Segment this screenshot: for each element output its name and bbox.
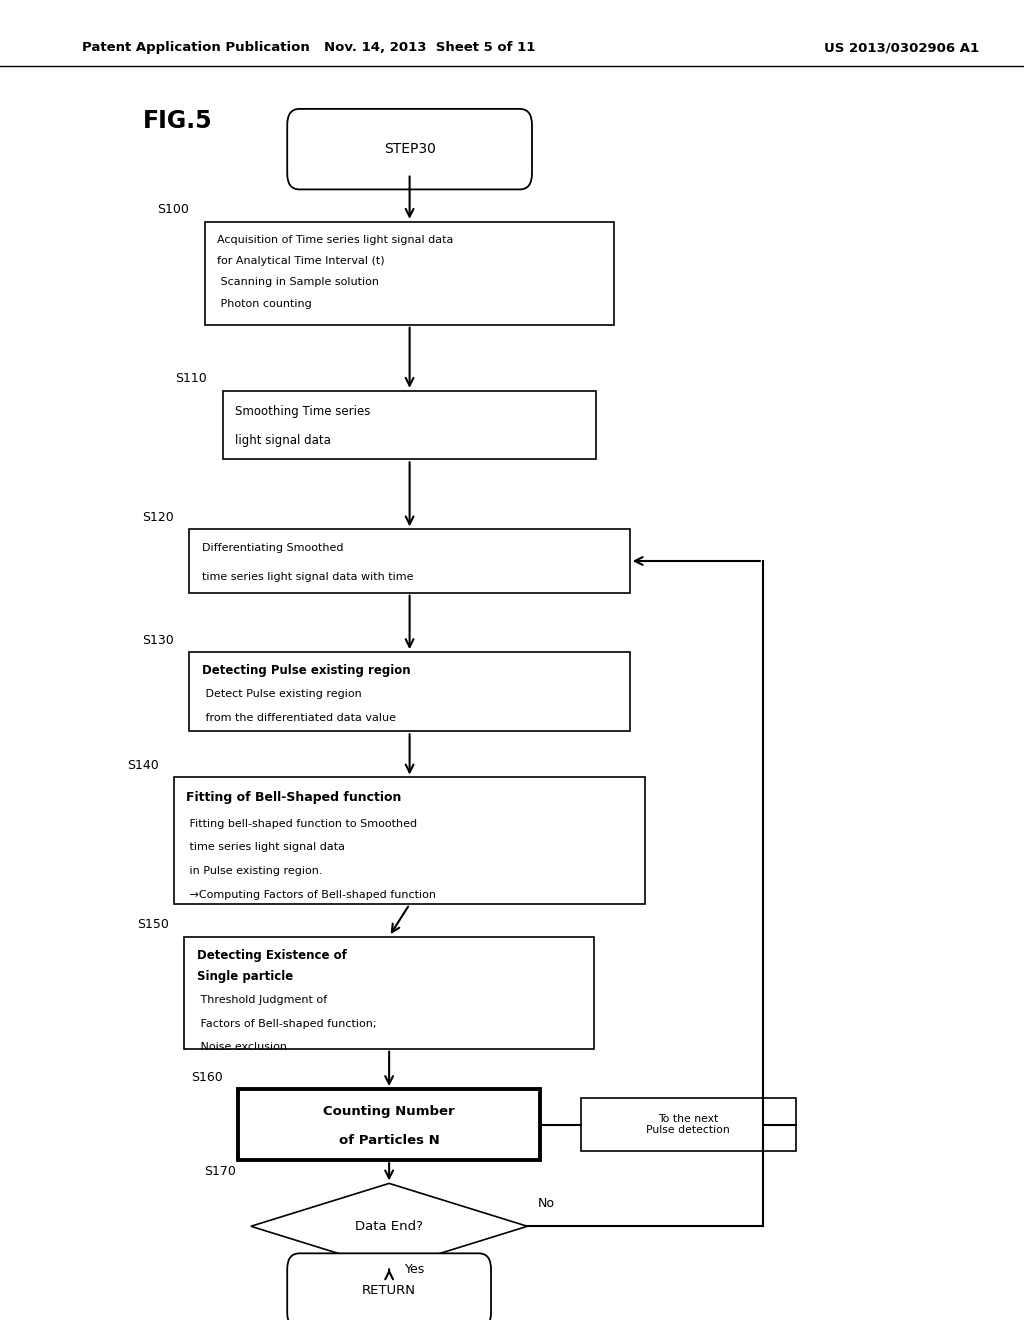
- Text: S100: S100: [158, 203, 189, 216]
- Text: Detecting Pulse existing region: Detecting Pulse existing region: [202, 664, 411, 677]
- Text: To the next
Pulse detection: To the next Pulse detection: [646, 1114, 730, 1135]
- Text: Detect Pulse existing region: Detect Pulse existing region: [202, 689, 361, 700]
- Text: Acquisition of Time series light signal data: Acquisition of Time series light signal …: [217, 235, 454, 246]
- Text: for Analytical Time Interval (t): for Analytical Time Interval (t): [217, 256, 385, 267]
- Text: S140: S140: [127, 759, 159, 772]
- Text: No: No: [538, 1197, 555, 1210]
- FancyBboxPatch shape: [581, 1098, 796, 1151]
- Text: S170: S170: [204, 1166, 236, 1177]
- Text: S150: S150: [137, 919, 169, 932]
- Text: →Computing Factors of Bell-shaped function: →Computing Factors of Bell-shaped functi…: [186, 890, 436, 900]
- Polygon shape: [251, 1183, 527, 1270]
- Text: US 2013/0302906 A1: US 2013/0302906 A1: [823, 41, 979, 54]
- Text: Smoothing Time series: Smoothing Time series: [236, 405, 371, 418]
- Text: STEP30: STEP30: [384, 143, 435, 156]
- FancyBboxPatch shape: [174, 777, 645, 904]
- Text: S110: S110: [175, 372, 207, 385]
- Text: from the differentiated data value: from the differentiated data value: [202, 713, 395, 723]
- FancyBboxPatch shape: [184, 937, 594, 1048]
- Text: Yes: Yes: [404, 1263, 425, 1275]
- FancyBboxPatch shape: [238, 1089, 541, 1160]
- Text: time series light signal data: time series light signal data: [186, 842, 345, 853]
- Text: Photon counting: Photon counting: [217, 298, 312, 309]
- Text: Noise exclusion: Noise exclusion: [197, 1043, 287, 1052]
- Text: S130: S130: [142, 634, 174, 647]
- FancyBboxPatch shape: [287, 110, 532, 189]
- FancyBboxPatch shape: [223, 391, 596, 459]
- FancyBboxPatch shape: [189, 529, 630, 593]
- Text: Patent Application Publication: Patent Application Publication: [82, 41, 309, 54]
- Text: of Particles N: of Particles N: [339, 1134, 439, 1147]
- Text: FIG.5: FIG.5: [143, 110, 213, 133]
- Text: Differentiating Smoothed: Differentiating Smoothed: [202, 543, 343, 553]
- Text: Scanning in Sample solution: Scanning in Sample solution: [217, 277, 379, 288]
- Text: Fitting bell-shaped function to Smoothed: Fitting bell-shaped function to Smoothed: [186, 818, 418, 829]
- Text: RETURN: RETURN: [362, 1284, 416, 1298]
- FancyBboxPatch shape: [287, 1254, 490, 1320]
- Text: Nov. 14, 2013  Sheet 5 of 11: Nov. 14, 2013 Sheet 5 of 11: [325, 41, 536, 54]
- FancyBboxPatch shape: [205, 222, 614, 325]
- Text: time series light signal data with time: time series light signal data with time: [202, 572, 414, 582]
- Text: Counting Number: Counting Number: [324, 1105, 455, 1118]
- Text: Threshold Judgment of: Threshold Judgment of: [197, 995, 327, 1005]
- Text: Single particle: Single particle: [197, 970, 293, 982]
- Text: S160: S160: [190, 1071, 223, 1084]
- Text: Fitting of Bell-Shaped function: Fitting of Bell-Shaped function: [186, 791, 401, 804]
- FancyBboxPatch shape: [189, 652, 630, 731]
- Text: Factors of Bell-shaped function;: Factors of Bell-shaped function;: [197, 1019, 376, 1028]
- Text: Data End?: Data End?: [355, 1220, 423, 1233]
- Text: in Pulse existing region.: in Pulse existing region.: [186, 866, 323, 876]
- Text: S120: S120: [142, 511, 174, 524]
- Text: Detecting Existence of: Detecting Existence of: [197, 949, 346, 961]
- Text: light signal data: light signal data: [236, 434, 331, 447]
